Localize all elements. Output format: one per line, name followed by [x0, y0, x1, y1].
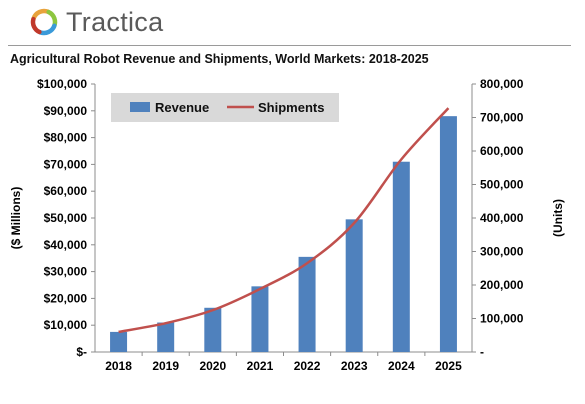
y-axis-tick-label: $70,000	[44, 157, 88, 171]
shipments-line	[118, 107, 450, 334]
legend-shipments-label: Shipments	[258, 100, 324, 115]
y2-axis-tick-label: 300,000	[480, 245, 524, 259]
revenue-bar	[439, 116, 457, 352]
x-axis-tick-label: 2021	[247, 359, 274, 373]
y2-axis-tick-label: 400,000	[480, 211, 524, 225]
header-divider	[8, 45, 571, 46]
y-axis-tick-label: $100,000	[37, 77, 87, 91]
revenue-bar	[345, 219, 363, 352]
x-axis-tick-label: 2025	[435, 359, 462, 373]
y-axis-tick-label: $50,000	[44, 211, 88, 225]
y-axis-tick-label: $60,000	[44, 184, 88, 198]
x-axis-tick-label: 2019	[152, 359, 179, 373]
y2-axis-tick-label: 100,000	[480, 312, 524, 326]
y2-axis-tick-label: 200,000	[480, 278, 524, 292]
y2-axis-title: (Units)	[551, 199, 565, 237]
revenue-bar	[204, 307, 222, 352]
y-axis-tick-label: $40,000	[44, 238, 88, 252]
revenue-bar	[110, 331, 128, 352]
y2-axis-tick-label: 700,000	[480, 111, 524, 125]
logo-ring-icon	[30, 8, 58, 36]
y-axis-tick-label: $90,000	[44, 104, 88, 118]
x-axis-tick-label: 2024	[388, 359, 415, 373]
y-axis-tick-label: $80,000	[44, 131, 88, 145]
y-axis-tick-label: $30,000	[44, 265, 88, 279]
y-axis-tick-label: $10,000	[44, 318, 88, 332]
x-axis-tick-label: 2022	[294, 359, 321, 373]
revenue-bar	[157, 322, 175, 352]
brand-name: Tractica	[66, 6, 164, 37]
revenue-bar	[251, 286, 269, 352]
y2-axis-tick-label: -	[480, 345, 484, 359]
y-axis-title: ($ Millions)	[9, 187, 23, 250]
y-axis-tick-label: $-	[76, 345, 87, 359]
y2-axis-tick-label: 500,000	[480, 178, 524, 192]
tractica-logo: Tractica	[28, 4, 163, 40]
x-axis-tick-label: 2023	[341, 359, 368, 373]
y2-axis-tick-label: 800,000	[480, 77, 524, 91]
revenue-bar	[392, 161, 410, 352]
legend-revenue-swatch	[130, 102, 150, 112]
legend: Revenue Shipments	[111, 93, 339, 122]
legend-revenue-label: Revenue	[155, 100, 209, 115]
logo-ring-segment	[30, 16, 42, 35]
y-axis-tick-label: $20,000	[44, 291, 88, 305]
chart-title: Agricultural Robot Revenue and Shipments…	[10, 52, 429, 66]
revenue-bar	[298, 256, 316, 352]
y2-axis-tick-label: 600,000	[480, 144, 524, 158]
x-axis-tick-label: 2018	[105, 359, 132, 373]
x-axis-tick-label: 2020	[199, 359, 226, 373]
